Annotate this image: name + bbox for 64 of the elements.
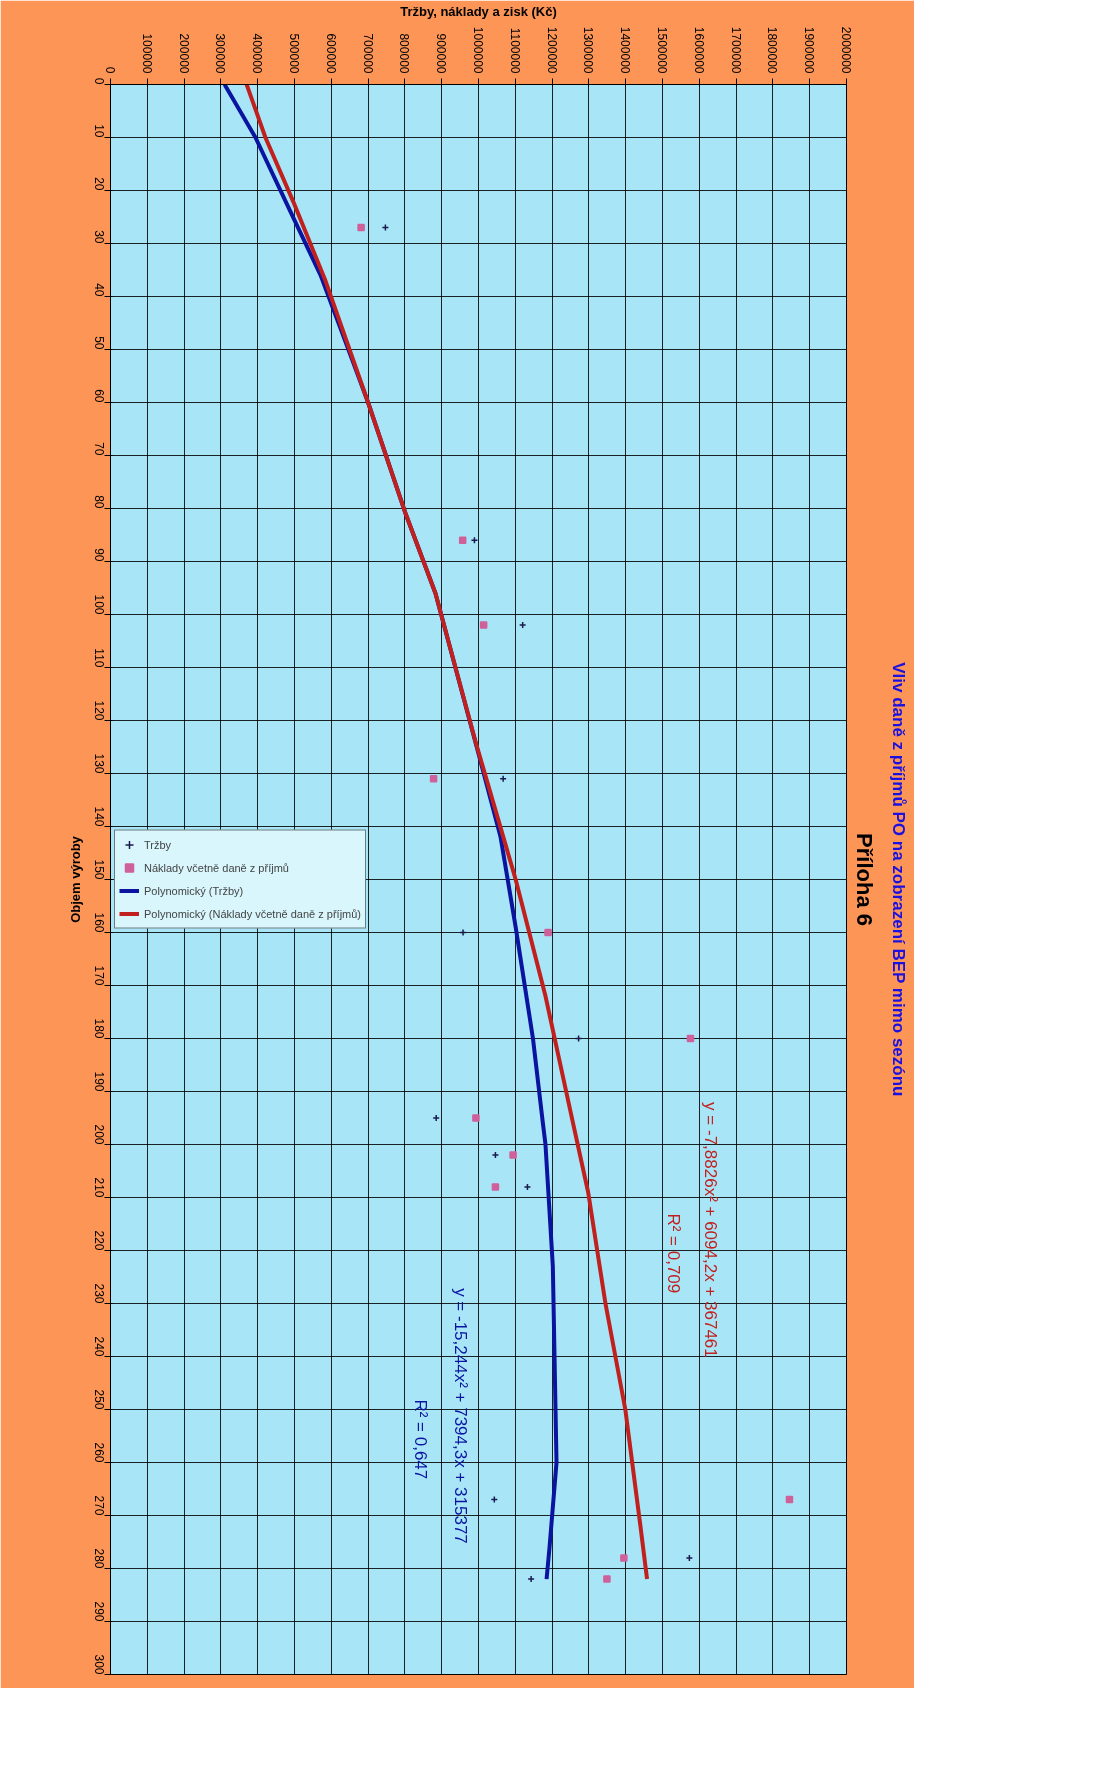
legend-label: Polynomický (Tržby)	[144, 884, 244, 897]
y-tick-label: 210	[92, 1177, 106, 1198]
y-tick-label: 150	[92, 859, 106, 880]
y-tick-label: 40	[92, 283, 106, 297]
y-tick-label: 280	[92, 1548, 106, 1569]
y-tick-label: 50	[92, 336, 106, 350]
y-tick-label: 240	[92, 1336, 106, 1357]
text: Příloha 6	[851, 833, 877, 926]
x-tick-label: 1600000	[691, 26, 706, 74]
y-tick-label: 130	[92, 753, 106, 774]
y-tick-label: 0	[92, 77, 106, 85]
y-tick-label: 90	[92, 548, 106, 562]
y-tick-label: 70	[92, 442, 106, 456]
y-tick-label: 200	[92, 1124, 106, 1145]
legend-label: Náklady včetně daně z příjmů	[144, 861, 289, 874]
y-tick-label: 10	[92, 124, 106, 138]
y-tick-label: 100	[92, 594, 106, 615]
y-tick-label: 80	[92, 495, 106, 509]
y-tick-label: 160	[92, 912, 106, 933]
y-tick-label: 20	[92, 177, 106, 191]
annotation: R² = 0,709	[664, 1213, 684, 1294]
x-tick-label: 1900000	[802, 26, 817, 74]
y-tick-label: 180	[92, 1018, 106, 1039]
y-tick-label: 60	[92, 389, 106, 403]
x-tick-label: 1300000	[581, 26, 596, 74]
annotation: y = -15,244x² + 7394,3x + 315377	[451, 1288, 471, 1544]
x-tick-label: 800000	[397, 33, 412, 74]
x-tick-label: 1100000	[507, 27, 522, 74]
x-tick-label: 1800000	[765, 26, 780, 74]
x-axis-title: Tržby, náklady a zisk (Kč)	[400, 3, 557, 19]
x-tick-label: 2000000	[839, 26, 853, 74]
x-tick-label: 1200000	[544, 26, 559, 74]
x-tick-label: 1400000	[618, 26, 633, 74]
text: Vliv daně z příjmů PO na zobrazení BEP mimo sezónu	[888, 662, 908, 1097]
y-tick-label: 120	[92, 700, 106, 721]
x-tick-label: 0	[103, 66, 117, 74]
x-tick-label: 1700000	[728, 26, 743, 74]
x-tick-label: 300000	[213, 33, 228, 74]
x-tick-label: 200000	[176, 33, 191, 74]
y-tick-label: 170	[92, 965, 106, 986]
legend-label: Polynomický (Náklady včetně daně z příjmů)	[144, 907, 362, 920]
y-axis-title: Objem výroby	[67, 835, 83, 923]
x-tick-label: 1000000	[471, 26, 485, 74]
y-tick-label: 140	[92, 806, 106, 827]
annotation: y = -7,8826x² + 6094,2x + 367461	[700, 1102, 720, 1358]
legend-label: Tržby	[144, 838, 172, 851]
y-tick-label: 300	[92, 1654, 106, 1675]
x-tick-label: 100000	[139, 33, 154, 74]
x-tick-label: 1500000	[655, 26, 669, 74]
y-tick-label: 190	[92, 1071, 106, 1092]
y-tick-label: 30	[92, 230, 106, 244]
x-tick-label: 700000	[360, 33, 375, 74]
y-tick-label: 260	[92, 1442, 106, 1463]
x-tick-label: 400000	[250, 33, 265, 74]
y-tick-label: 220	[92, 1230, 106, 1251]
y-tick-label: 270	[92, 1495, 106, 1516]
y-tick-label: 230	[92, 1283, 106, 1304]
y-tick-label: 250	[92, 1389, 106, 1410]
y-tick-label: 290	[92, 1601, 106, 1622]
y-tick-label: 110	[92, 648, 106, 668]
x-tick-label: 500000	[287, 33, 301, 74]
x-tick-label: 900000	[434, 33, 449, 74]
annotation: R² = 0,647	[410, 1399, 430, 1480]
x-tick-label: 600000	[323, 33, 338, 74]
